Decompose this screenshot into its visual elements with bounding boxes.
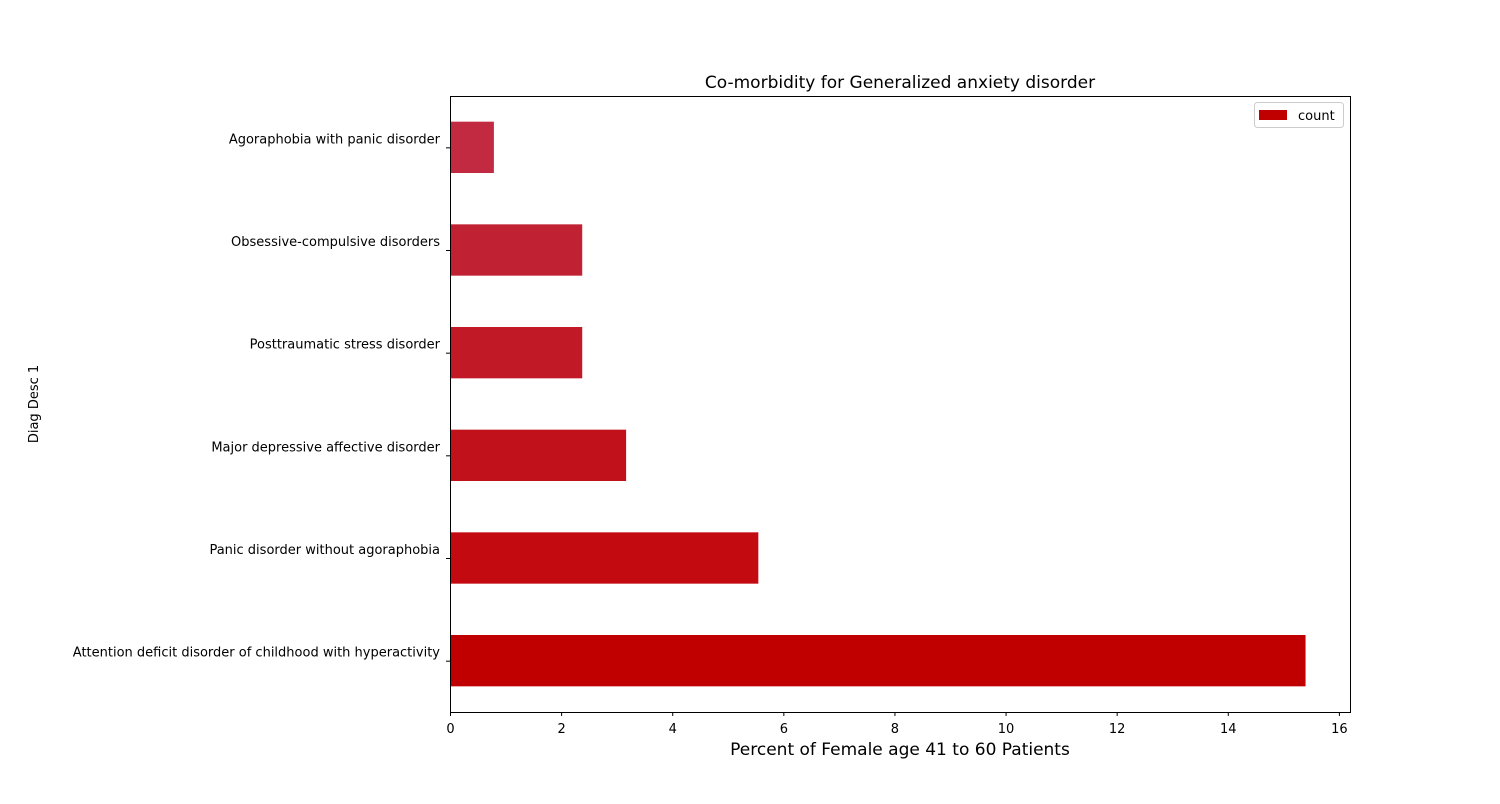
x-tick-label: 4: [669, 722, 677, 737]
bar: [450, 121, 494, 173]
x-tick-label: 0: [446, 722, 454, 737]
y-tick-label: Panic disorder without agoraphobia: [209, 543, 440, 558]
legend: count: [1254, 102, 1344, 128]
x-tick-label: 16: [1331, 722, 1348, 737]
y-tick-label: Obsessive-compulsive disorders: [231, 235, 440, 250]
x-tick-label: 6: [780, 722, 788, 737]
y-axis-ticks: Attention deficit disorder of childhood …: [73, 132, 450, 662]
x-axis-ticks: 0 2 4 6 8 10 12 14 16: [446, 712, 1348, 737]
legend-swatch: [1259, 110, 1287, 120]
x-tick-label: 10: [998, 722, 1015, 737]
x-tick-label: 8: [891, 722, 899, 737]
bar: [450, 224, 583, 276]
bar: [450, 532, 759, 584]
chart-title: Co-morbidity for Generalized anxiety dis…: [705, 73, 1095, 93]
x-axis-title: Percent of Female age 41 to 60 Patients: [730, 740, 1070, 760]
y-tick-label: Attention deficit disorder of childhood …: [73, 646, 441, 661]
legend-label: count: [1298, 109, 1335, 124]
bar: [450, 429, 627, 481]
legend-frame: [1254, 102, 1344, 128]
x-tick-label: 12: [1109, 722, 1126, 737]
bar: [450, 635, 1306, 687]
y-tick-label: Posttraumatic stress disorder: [250, 338, 441, 353]
x-tick-label: 2: [557, 722, 565, 737]
x-tick-label: 14: [1220, 722, 1237, 737]
y-tick-label: Agoraphobia with panic disorder: [229, 132, 441, 147]
y-axis-title: Diag Desc 1: [27, 365, 42, 443]
plot-area-frame: [450, 96, 1351, 713]
bar: [450, 327, 583, 379]
y-tick-label: Major depressive affective disorder: [211, 440, 440, 455]
bars-layer: [450, 121, 1306, 687]
